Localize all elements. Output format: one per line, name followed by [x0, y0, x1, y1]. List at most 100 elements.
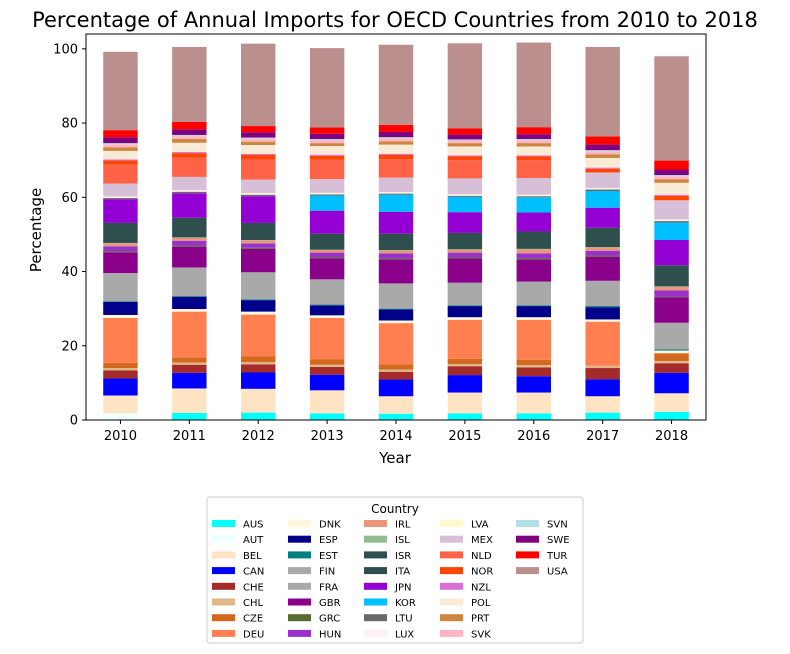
bar-segment-grc-2012	[241, 247, 276, 249]
bar-segment-swe-2010	[103, 137, 138, 144]
legend-label-kor: KOR	[395, 598, 416, 609]
bar-segment-lva-2015	[447, 194, 483, 196]
legend-label-ita: ITA	[395, 567, 410, 578]
bar-segment-chl-2015	[447, 363, 483, 367]
bar-segment-grc-2014	[378, 258, 414, 260]
bar-segment-dnk-2017	[585, 319, 620, 322]
legend-label-che: CHE	[243, 582, 264, 593]
bar-segment-fin-2015	[447, 282, 483, 306]
bar-segment-jpn-2012	[241, 196, 276, 223]
bar-segment-est-2011	[172, 296, 207, 297]
bar-segment-bel-2012	[241, 388, 276, 413]
bar-segment-mex-2012	[241, 179, 276, 194]
bar-segment-nld-2016	[516, 160, 551, 179]
legend-label-deu: DEU	[243, 629, 264, 640]
bar-segment-cze-2014	[378, 364, 414, 370]
bar-segment-lux-2014	[378, 192, 414, 194]
bar-segment-nld-2011	[172, 157, 207, 177]
bar-segment-che-2015	[447, 366, 483, 376]
bar-segment-swe-2014	[378, 131, 414, 138]
legend-swatch-deu	[212, 629, 235, 637]
bar-segment-pol-2015	[447, 146, 483, 156]
bar-segment-fin-2018	[654, 322, 689, 350]
bar-segment-esp-2016	[516, 306, 551, 318]
bar-segment-kor-2014	[378, 194, 414, 212]
bar-segment-ltu-2015	[447, 195, 483, 197]
bar-segment-grc-2017	[585, 255, 620, 257]
legend-swatch-gbr	[288, 598, 311, 606]
bar-segment-swe-2012	[241, 132, 276, 138]
bar-segment-deu-2011	[172, 311, 207, 358]
bar-segment-bel-2016	[516, 392, 551, 414]
bar-segment-che-2013	[309, 366, 345, 375]
bar-segment-tur-2015	[447, 128, 483, 135]
bar-segment-che-2010	[103, 370, 138, 379]
bar-segment-deu-2010	[103, 317, 138, 363]
x-axis-label: Year	[378, 449, 412, 467]
legend-label-svn: SVN	[547, 520, 568, 531]
bar-segment-usa-2017	[585, 46, 620, 137]
bar-segment-svn-2016	[516, 139, 551, 141]
bar-segment-usa-2011	[172, 46, 207, 122]
x-tick-label: 2011	[173, 429, 206, 444]
bar-segment-can-2014	[378, 379, 414, 397]
bar-segment-gbr-2011	[172, 246, 207, 268]
legend-label-nld: NLD	[471, 551, 492, 562]
bar-segment-est-2015	[447, 305, 483, 307]
bar-segment-esp-2012	[241, 300, 276, 312]
bar-segment-chl-2014	[378, 369, 414, 372]
bar-segment-hun-2011	[172, 240, 207, 246]
bar-segment-isr-2013	[309, 233, 345, 250]
bar-segment-tur-2010	[103, 130, 138, 138]
legend-swatch-ita	[364, 567, 387, 575]
bar-segment-usa-2010	[103, 51, 138, 131]
legend-label-fin: FIN	[319, 567, 335, 578]
legend-label-swe: SWE	[547, 535, 570, 546]
bar-segment-est-2012	[241, 299, 276, 301]
bar-segment-svn-2010	[103, 143, 138, 145]
bars-group	[103, 42, 689, 420]
legend-swatch-svn	[516, 520, 539, 527]
legend-swatch-est	[288, 551, 311, 559]
bar-segment-gbr-2013	[309, 258, 345, 280]
legend-swatch-can	[212, 567, 235, 575]
bar-segment-hun-2017	[585, 250, 620, 256]
bar-segment-kor-2018	[654, 222, 689, 240]
legend-swatch-bel	[212, 551, 235, 559]
bar-segment-lva-2013	[309, 192, 345, 194]
bar-segment-gbr-2012	[241, 248, 276, 273]
y-tick-label: 80	[61, 117, 78, 132]
y-tick-label: 20	[61, 339, 78, 354]
legend-swatch-nld	[440, 551, 463, 559]
legend-swatch-usa	[516, 567, 539, 575]
bar-segment-cze-2010	[103, 362, 138, 369]
bar-segment-dnk-2011	[172, 309, 207, 312]
bar-segment-hun-2018	[654, 290, 689, 297]
bar-segment-can-2017	[585, 379, 620, 397]
bar-segment-est-2018	[654, 349, 689, 351]
bar-segment-cze-2011	[172, 357, 207, 363]
bar-segment-pol-2010	[103, 150, 138, 160]
bar-segment-irl-2010	[103, 243, 138, 247]
bar-segment-hun-2014	[378, 253, 414, 259]
bar-segment-chl-2013	[309, 364, 345, 367]
bar-segment-aus-2017	[585, 412, 620, 420]
chart-title: Percentage of Annual Imports for OECD Co…	[32, 8, 758, 32]
bar-segment-aus-2013	[309, 413, 345, 420]
bar-segment-kor-2015	[447, 196, 483, 213]
bar-segment-cze-2015	[447, 358, 483, 364]
bar-segment-gbr-2010	[103, 252, 138, 274]
bar-segment-est-2017	[585, 306, 620, 308]
bar-segment-grc-2016	[516, 258, 551, 260]
legend: Country AUS AUT BEL CAN CHE CHL CZE DEU DNK ESP EST…	[206, 496, 584, 644]
bar-segment-ltu-2013	[309, 194, 345, 196]
bar-segment-usa-2012	[241, 43, 276, 127]
bar-segment-can-2016	[516, 376, 551, 393]
bar-segment-irl-2012	[241, 240, 276, 244]
bar-segment-isr-2010	[103, 222, 138, 243]
y-tick-label: 60	[61, 191, 78, 206]
bar-segment-nzl-2014	[378, 153, 414, 155]
bar-segment-esp-2017	[585, 307, 620, 320]
legend-swatch-jpn	[364, 582, 387, 590]
legend-label-chl: CHL	[243, 598, 264, 609]
